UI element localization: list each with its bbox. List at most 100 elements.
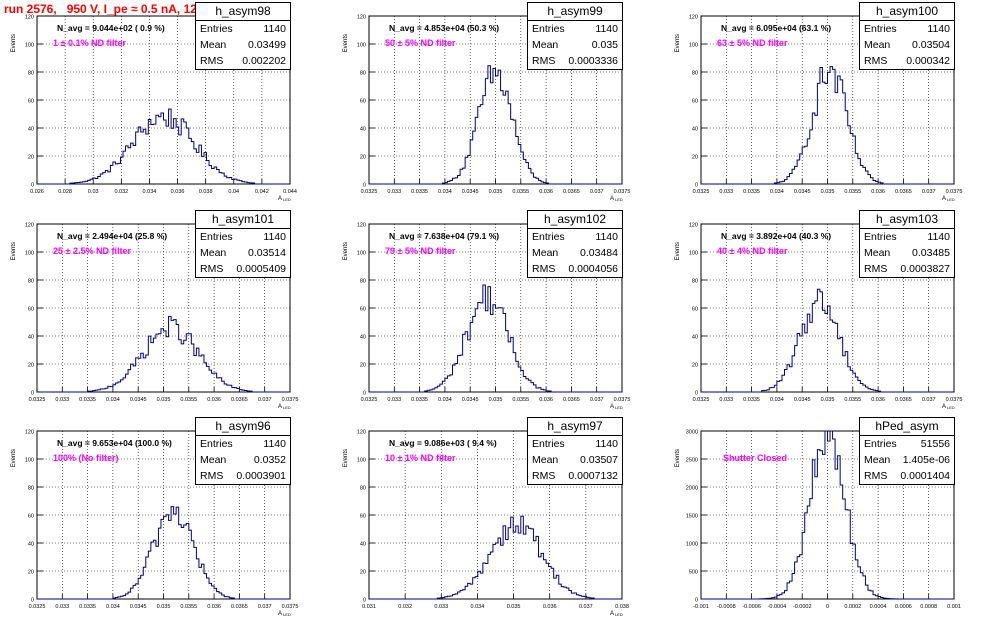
y-tick-label: 2000 (686, 486, 698, 492)
x-axis-symbol: A (942, 404, 946, 410)
stats-row-mean: Mean 0.03499 (196, 37, 290, 53)
stats-label: Mean (864, 247, 891, 259)
stats-value: 1.405e-06 (902, 454, 950, 466)
stats-value: 1140 (595, 231, 618, 243)
stats-row-mean: Mean 0.0352 (196, 452, 290, 468)
x-tick-label: 0.0325 (29, 397, 46, 403)
histogram-line (701, 430, 954, 600)
stats-row-entries: Entries 1140 (860, 21, 954, 37)
stats-label: Mean (864, 454, 891, 466)
x-tick-label: 0.033 (719, 397, 733, 403)
y-tick-label: 120 (357, 15, 366, 21)
y-axis-label: Events (11, 449, 17, 467)
x-tick-label: 0.038 (199, 189, 213, 195)
x-axis-subscript: LED (283, 197, 291, 202)
y-tick-label: 80 (28, 71, 34, 77)
n-avg-label: N_avg = 9.044e+02 ( 0.9 %) (57, 23, 165, 33)
stats-label: Entries (200, 231, 233, 243)
stats-label: Entries (532, 438, 565, 450)
filter-note: 25 ± 2.5% ND filter (53, 246, 131, 256)
y-tick-label: 60 (360, 99, 366, 105)
stats-value: 0.0007132 (568, 470, 618, 482)
stats-label: Entries (532, 231, 565, 243)
stats-label: Mean (200, 39, 227, 51)
stats-label: Mean (532, 454, 559, 466)
x-tick-label: 0.034 (438, 189, 452, 195)
stats-row-mean: Mean 1.405e-06 (860, 452, 954, 468)
stats-value: 0.0001404 (900, 470, 950, 482)
histogram-line (369, 515, 622, 600)
y-tick-label: 120 (25, 15, 34, 21)
x-tick-label: 0.033 (387, 189, 401, 195)
x-tick-label: 0.032 (114, 189, 128, 195)
stats-row-entries: Entries 1140 (196, 21, 290, 37)
y-tick-label: 20 (28, 570, 34, 576)
x-tick-label: 0.037 (590, 397, 604, 403)
stats-row-rms: RMS 0.0004056 (528, 261, 622, 277)
y-tick-label: 40 (692, 335, 698, 341)
y-tick-label: 2500 (686, 458, 698, 464)
stats-box: h_asym98 Entries 1140 Mean 0.03499 RMS 0.00220… (195, 2, 291, 70)
x-tick-label: 0.035 (489, 189, 503, 195)
y-tick-label: 120 (25, 430, 34, 436)
x-tick-label: 0.0335 (743, 397, 760, 403)
x-tick-label: 0.0345 (130, 604, 147, 610)
y-axis-label: Events (343, 242, 349, 260)
x-tick-label: -0.0006 (742, 604, 761, 610)
stats-row-mean: Mean 0.03514 (196, 245, 290, 261)
x-tick-label: 0.035 (157, 604, 171, 610)
stats-title: h_asym99 (528, 3, 622, 21)
stats-label: Entries (864, 438, 897, 450)
x-tick-label: 0.0375 (282, 604, 299, 610)
histogram-svg: 0 20 40 60 80 100 120 0.0325 0.033 0.0335 0.034 0.0… (675, 223, 962, 411)
stats-value: 1140 (927, 23, 950, 35)
x-tick-label: 0.033 (55, 397, 69, 403)
x-tick-label: 0.0345 (794, 189, 811, 195)
n-avg-label: N_avg = 4.853e+04 (50.3 %) (389, 23, 500, 33)
x-tick-label: 0.0365 (895, 189, 912, 195)
stats-row-entries: Entries 1140 (196, 229, 290, 245)
stats-value: 0.0003901 (236, 470, 286, 482)
stats-box: h_asym96 Entries 1140 Mean 0.0352 RMS 0.000390… (195, 417, 291, 485)
histogram-line (369, 284, 622, 393)
y-tick-label: 1000 (686, 542, 698, 548)
x-tick-label: 0.0365 (563, 397, 580, 403)
x-tick-label: 0.0375 (946, 189, 963, 195)
x-tick-label: 0.034 (106, 604, 120, 610)
stats-box: h_asym102 Entries 1140 Mean 0.03484 RMS 0.0004… (527, 210, 623, 278)
x-tick-label: 0.033 (55, 604, 69, 610)
x-tick-label: 0.001 (947, 604, 961, 610)
stats-label: Mean (200, 247, 227, 259)
y-axis-label: Events (343, 34, 349, 52)
y-tick-label: 0 (31, 391, 34, 397)
stats-label: RMS (864, 263, 888, 275)
stats-row-mean: Mean 0.03484 (528, 245, 622, 261)
x-axis-symbol: A (610, 404, 614, 410)
x-tick-label: 0.034 (143, 189, 157, 195)
histogram-pad-h_asym103: 0 20 40 60 80 100 120 0.0325 0.033 0.0335 0.034 0.0… (667, 210, 980, 418)
x-tick-label: 0.0345 (462, 397, 479, 403)
x-tick-label: 0.034 (770, 397, 784, 403)
x-axis-subscript: LED (283, 612, 291, 617)
x-tick-label: 0.036 (539, 189, 553, 195)
x-tick-label: 0.0355 (180, 397, 197, 403)
x-tick-label: 0.0325 (693, 189, 710, 195)
x-tick-label: 0.0355 (844, 397, 861, 403)
y-tick-label: 20 (692, 363, 698, 369)
x-axis-subscript: LED (615, 405, 623, 410)
x-tick-label: 0.0365 (231, 604, 248, 610)
y-tick-label: 0 (695, 183, 698, 189)
stats-value: 0.0003827 (900, 263, 950, 275)
stats-label: RMS (200, 55, 224, 67)
y-axis-label: Events (11, 242, 17, 260)
y-tick-label: 0 (363, 183, 366, 189)
histogram-pad-h_asym98: 0 20 40 60 80 100 120 0.026 0.028 0.03 0.032 0.034 0… (3, 2, 316, 210)
x-tick-label: 0.034 (471, 604, 485, 610)
stats-value: 0.0352 (253, 454, 286, 466)
stats-box: h_asym99 Entries 1140 Mean 0.035 RMS 0.0003336 (527, 2, 623, 70)
n-avg-label: N_avg = 9.653e+04 (100.0 %) (57, 438, 172, 448)
x-tick-label: 0.0325 (361, 189, 378, 195)
stats-box: h_asym97 Entries 1140 Mean 0.03507 RMS 0.00071… (527, 417, 623, 485)
stats-label: Entries (532, 23, 565, 35)
stats-value: 0.002202 (242, 55, 286, 67)
